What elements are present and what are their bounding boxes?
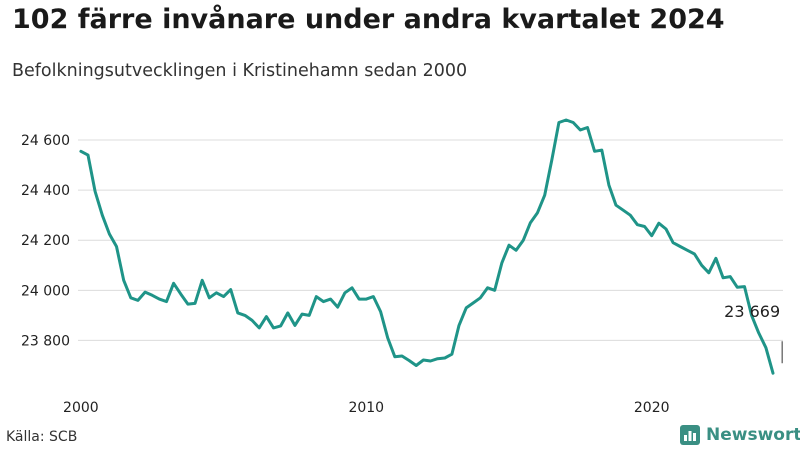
x-tick-label: 2000 <box>63 400 99 416</box>
y-axis-ticks: 23 800 24 000 24 200 24 400 24 600 <box>21 133 70 349</box>
y-tick-label: 24 600 <box>21 133 70 149</box>
chart-title: 102 färre invånare under andra kvartalet… <box>12 4 725 35</box>
bar-chart-icon <box>680 425 700 445</box>
chart-subtitle: Befolkningsutvecklingen i Kristinehamn s… <box>12 61 468 81</box>
y-tick-label: 23 800 <box>21 333 70 349</box>
y-tick-label: 24 400 <box>21 183 70 199</box>
x-axis-ticks: 2000 2010 2020 <box>63 400 669 416</box>
series-layer <box>79 118 775 375</box>
brand-name: Newsworthy <box>706 425 800 445</box>
brand-logo: Newsworthy <box>680 425 800 445</box>
annotation-layer: 23 669 <box>724 302 783 364</box>
annotation-label: 23 669 <box>724 302 780 321</box>
source-note: Källa: SCB <box>6 429 78 445</box>
y-tick-label: 24 000 <box>21 283 70 299</box>
grid-lines <box>78 139 783 341</box>
x-tick-label: 2010 <box>348 400 384 416</box>
y-tick-label: 24 200 <box>21 233 70 249</box>
x-tick-label: 2020 <box>634 400 670 416</box>
series-line <box>79 118 775 375</box>
